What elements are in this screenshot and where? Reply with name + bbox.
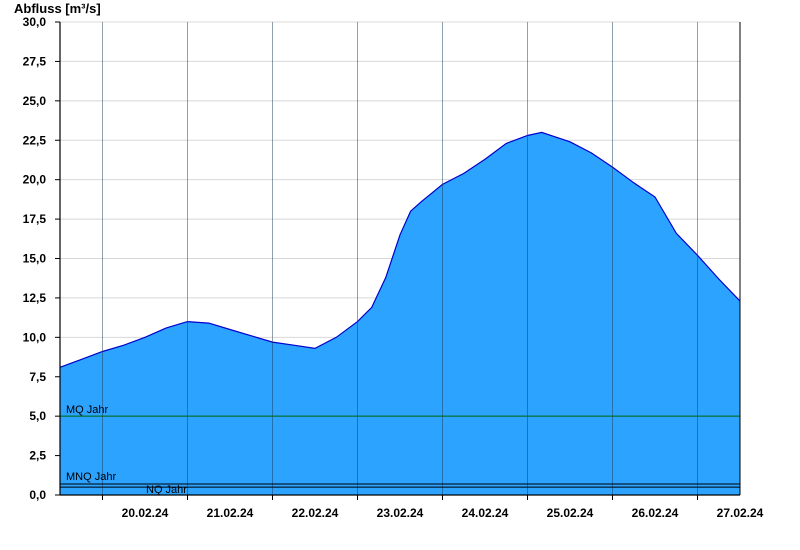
y-tick-label: 20,0	[23, 173, 47, 187]
x-tick-labels: 20.02.24 21.02.24 22.02.24 23.02.24 24.02.24…	[122, 506, 764, 520]
x-tick-label: 23.02.24	[377, 506, 424, 520]
y-tick-label: 7,5	[29, 370, 46, 384]
discharge-area	[60, 132, 740, 495]
reference-line-label: MQ Jahr	[66, 404, 109, 416]
y-tick-label: 2,5	[29, 449, 46, 463]
y-tick-label: 15,0	[23, 252, 47, 266]
reference-line-label: NQ Jahr	[146, 484, 187, 496]
x-tick-label: 20.02.24	[122, 506, 169, 520]
axes	[55, 21, 741, 500]
y-tick-label: 25,0	[23, 94, 47, 108]
y-tick-label: 30,0	[23, 15, 47, 29]
x-tick-label: 22.02.24	[292, 506, 339, 520]
reference-lines: MQ Jahr MNQ Jahr NQ Jahr	[60, 404, 740, 496]
y-tick-label: 17,5	[23, 212, 47, 226]
x-tick-label: 24.02.24	[462, 506, 509, 520]
y-tick-labels: 0,0 2,5 5,0 7,5 10,0 12,5 15,0 17,5 20,0 22,5 25,0…	[23, 15, 47, 502]
x-tick-label: 26.02.24	[632, 506, 679, 520]
discharge-line	[59, 131, 741, 368]
y-tick-label: 27,5	[23, 54, 47, 68]
x-tick-label: 21.02.24	[207, 506, 254, 520]
y-tick-label: 5,0	[29, 409, 46, 423]
y-tick-label: 22,5	[23, 133, 47, 147]
reference-line-label: MNQ Jahr	[66, 471, 116, 483]
x-tick-label: 27.02.24	[717, 506, 764, 520]
y-axis-label: Abfluss [m³/s]	[14, 1, 101, 16]
x-tick-label: 25.02.24	[547, 506, 594, 520]
y-tick-label: 10,0	[23, 330, 47, 344]
y-tick-label: 0,0	[29, 488, 46, 502]
y-tick-label: 12,5	[23, 291, 47, 305]
